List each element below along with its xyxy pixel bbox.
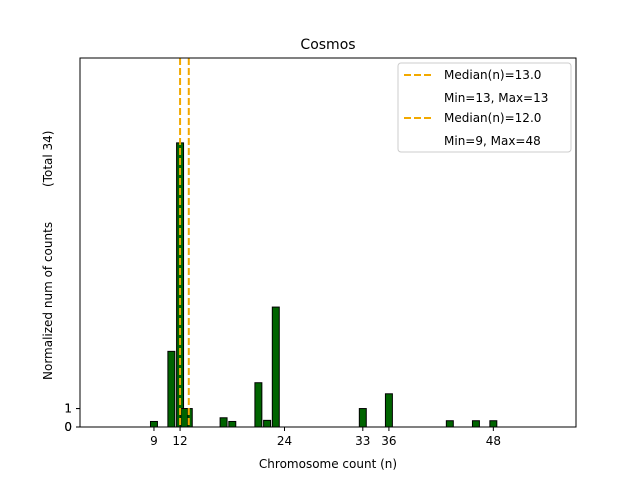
bar-counts-18 [228, 420, 237, 428]
legend-frame [397, 62, 572, 153]
x-axis-ticks: 9 12 24 33 36 48 [150, 427, 501, 448]
bar-counts-21 [254, 382, 263, 428]
bar-counts-b-12.5 [180, 408, 189, 428]
x-tick-label-9: 9 [150, 434, 158, 448]
bar-counts-48 [489, 420, 498, 428]
x-tick-label-48: 48 [486, 434, 501, 448]
x-tick-label-12: 12 [172, 434, 187, 448]
x-tick-label-33: 33 [355, 434, 370, 448]
y-tick-label-1: 0 [64, 420, 72, 434]
y-axis-total-label: (Total 34) [41, 131, 55, 187]
y-tick-label-3: 1 [64, 402, 72, 416]
bars-layer [86, 142, 516, 428]
x-axis-label: Chromosome count (n) [259, 457, 397, 471]
legend-median-12-label: Median(n)=12.0 [444, 111, 541, 125]
bar-counts-33 [358, 408, 367, 428]
bar-counts-17 [219, 417, 228, 428]
x-tick-label-36: 36 [381, 434, 396, 448]
legend-range-12-label: Min=9, Max=48 [444, 134, 541, 148]
legend-median-13-label: Median(n)=13.0 [444, 68, 541, 82]
legend-range-13-label: Min=13, Max=13 [444, 91, 548, 105]
y-axis-label: Normalized num of counts [41, 222, 55, 380]
bar-counts-36 [384, 393, 393, 428]
x-tick-label-24: 24 [277, 434, 292, 448]
median-lines-layer [179, 58, 190, 427]
bar-counts-23 [271, 306, 280, 428]
bar-counts-46 [471, 420, 480, 428]
legend: Median(n)=13.0 Min=13, Max=13 Median(n)=… [397, 62, 572, 153]
y-tick-label-0: 0 [64, 420, 72, 434]
bar-counts-11 [167, 350, 176, 428]
bar-counts-9 [149, 420, 158, 428]
y-tick-label-2: 1 [64, 402, 72, 416]
chart-title: Cosmos [300, 37, 355, 53]
bar-counts-43 [445, 420, 454, 428]
plot-frame [79, 57, 577, 428]
bar-counts-22 [263, 419, 272, 428]
